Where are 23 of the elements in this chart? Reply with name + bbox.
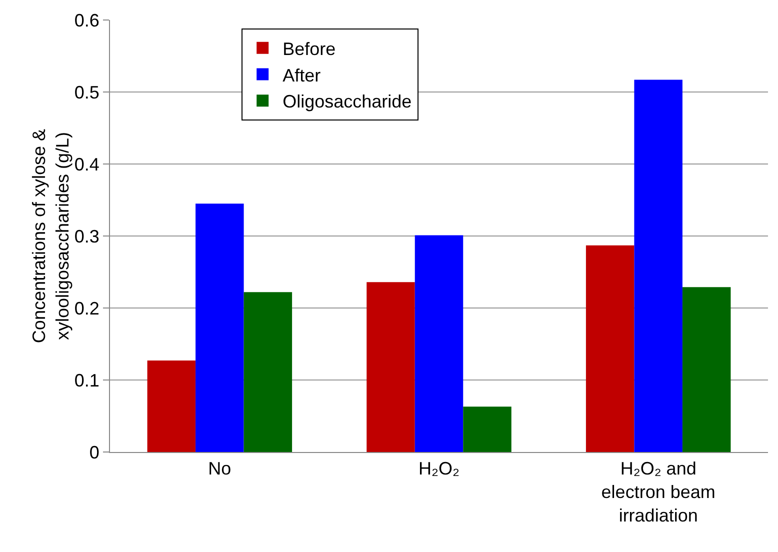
bar: [366, 282, 415, 452]
bar: [682, 287, 731, 452]
y-axis-title: Concentrations of xylose & xylooligosaccharides (g/L): [28, 128, 72, 344]
bar: [586, 245, 634, 452]
x-tick-label: H₂O₂: [418, 458, 460, 479]
y-tick-label: 0.5: [74, 82, 100, 102]
legend-label: Oligosaccharide: [282, 92, 412, 112]
bar: [463, 406, 512, 452]
x-tick-label: No: [208, 458, 232, 479]
bar: [634, 80, 682, 452]
y-tick-label: 0.3: [74, 226, 100, 246]
legend-label: After: [282, 65, 321, 86]
y-tick-label: 0: [89, 442, 100, 462]
bar: [414, 235, 464, 452]
y-tick-label: 0.6: [74, 10, 100, 30]
x-tick-label: H₂O₂ and electron beam irradiation: [601, 458, 716, 526]
bar: [196, 204, 244, 452]
legend-label: Before: [282, 38, 336, 59]
y-tick-label: 0.4: [74, 154, 100, 174]
bar: [147, 360, 196, 452]
bar: [244, 292, 292, 452]
y-tick-label: 0.2: [74, 298, 100, 318]
y-tick-label: 0.1: [74, 370, 100, 390]
